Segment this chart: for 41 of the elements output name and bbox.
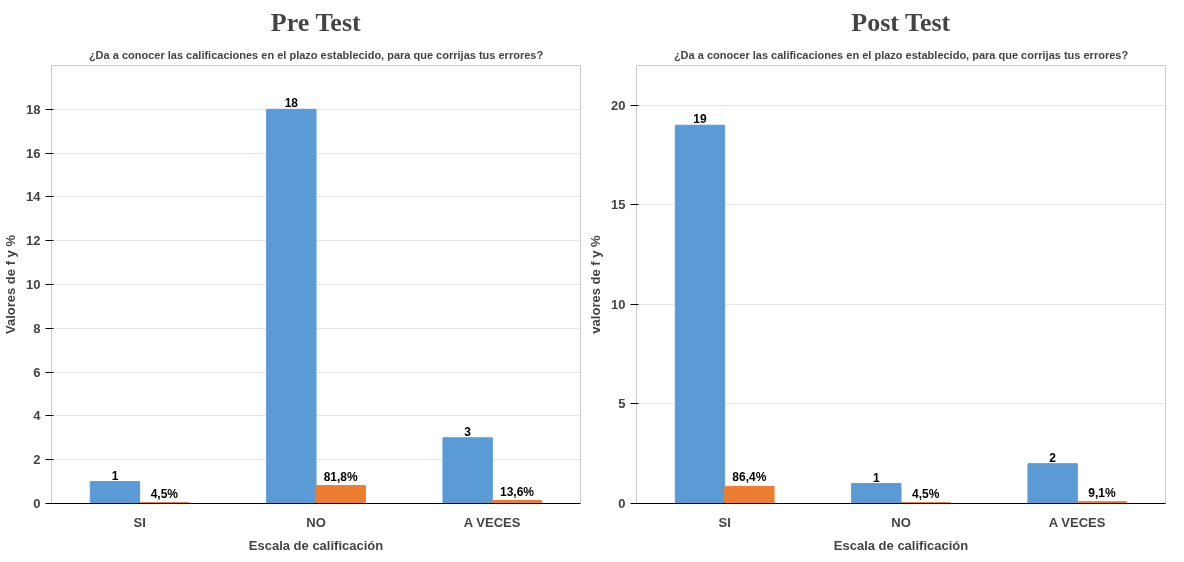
data-label: 4,5% [150, 486, 179, 501]
y-tick-label: 5 [618, 396, 626, 412]
chart-subtitle: ¿Da a conocer las calificaciones en el plazo establecido, para que corrijas tus errores? [88, 48, 544, 62]
chart-title: Post Test [851, 7, 951, 37]
x-tick-label: SI [133, 514, 146, 530]
data-label: 86,4% [732, 470, 767, 485]
data-label: 19 [693, 112, 707, 127]
y-tick-label: 12 [26, 233, 41, 249]
y-tick-label: 2 [33, 452, 41, 468]
x-tick-label: A VECES [463, 514, 521, 530]
y-tick-label: 4 [33, 408, 42, 424]
chart-title: Pre Test [270, 7, 361, 37]
y-axis-title: valores de f y % [588, 234, 604, 334]
data-label: 2 [1049, 450, 1057, 465]
data-label: 18 [284, 96, 299, 111]
x-tick-label: A VECES [1048, 514, 1106, 530]
y-tick-label: 10 [26, 277, 41, 292]
x-tick-label: SI [718, 514, 731, 530]
data-label: 1 [111, 468, 119, 483]
x-tick-label: NO [891, 514, 911, 530]
chart-subtitle: ¿Da a conocer las calificaciones en el plazo establecido, para que corrijas tus errores? [673, 48, 1129, 62]
y-tick-label: 14 [26, 189, 42, 205]
x-axis-title: Escala de calificación [248, 537, 384, 553]
y-tick-label: 0 [618, 496, 626, 511]
y-tick-label: 18 [26, 101, 41, 117]
data-label: 13,6% [500, 484, 535, 499]
data-label: 4,5% [912, 486, 940, 501]
y-tick-label: 0 [33, 496, 41, 511]
y-tick-label: 16 [26, 145, 41, 161]
x-axis-title: Escala de calificación [833, 537, 969, 553]
y-tick-label: 10 [611, 296, 626, 312]
data-label: 3 [464, 424, 472, 439]
data-label: 81,8% [323, 469, 359, 484]
y-axis-title: Valores de f y % [3, 234, 19, 334]
y-tick-label: 15 [611, 197, 626, 213]
y-tick-label: 6 [33, 364, 41, 380]
data-label: 1 [872, 470, 880, 485]
y-tick-label: 20 [611, 97, 626, 113]
x-tick-label: NO [306, 514, 326, 530]
y-tick-label: 8 [33, 320, 41, 336]
data-label: 9,1% [1088, 485, 1117, 500]
